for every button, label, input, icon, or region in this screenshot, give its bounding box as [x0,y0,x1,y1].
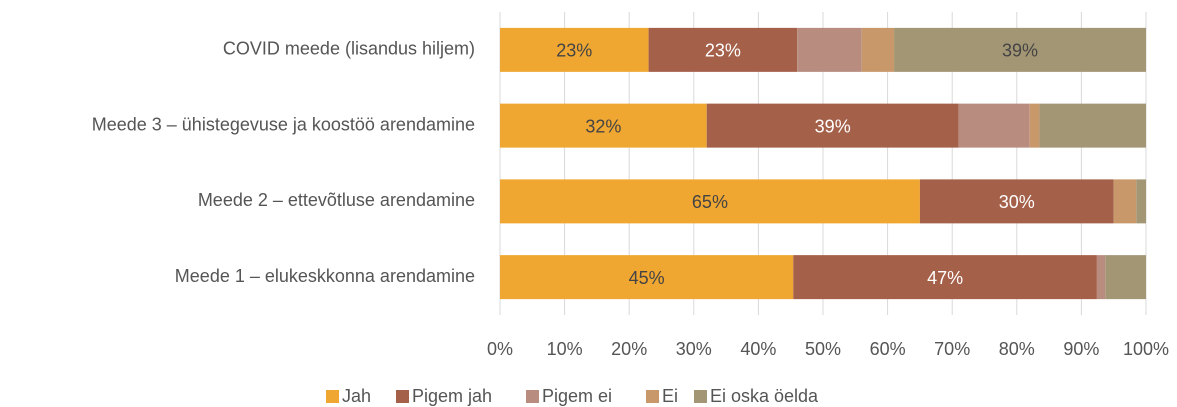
x-tick-label: 50% [805,339,841,359]
x-tick-label: 40% [740,339,776,359]
legend-label: Jah [342,386,371,406]
x-tick-label: 0% [487,339,513,359]
legend-label: Pigem jah [412,386,492,406]
bar-segment [1105,255,1146,300]
bar-segment [648,27,798,72]
legend-swatch [646,390,659,403]
data-label: 23% [556,41,592,61]
bar-segment [1096,255,1106,300]
bar-segment [500,103,707,148]
x-tick-label: 20% [611,339,647,359]
bar-segment [500,255,794,300]
category-label: Meede 1 – elukeskkonna arendamine [175,266,475,286]
bar-segment [1029,103,1040,148]
data-label: 39% [815,116,851,136]
data-label: 39% [1002,41,1038,61]
bar-segment [1136,179,1146,224]
bar-segment [1039,103,1146,148]
bar-segment [793,255,1097,300]
x-tick-label: 70% [934,339,970,359]
bar-segment [500,27,649,72]
x-tick-label: 60% [870,339,906,359]
bar-segment [1113,179,1137,224]
legend-swatch [526,390,539,403]
bar-segment [797,27,862,72]
bar-segment [706,103,959,148]
data-label: 30% [999,192,1035,212]
legend-swatch [396,390,409,403]
x-tick-label: 100% [1123,339,1169,359]
bar-segment [958,103,1030,148]
x-tick-label: 80% [999,339,1035,359]
data-label: 32% [585,116,621,136]
legend-label: Pigem ei [542,386,612,406]
category-label: Meede 2 – ettevõtluse arendamine [198,190,475,210]
x-tick-label: 30% [676,339,712,359]
x-tick-label: 10% [547,339,583,359]
bar-segment [894,27,1146,72]
category-label: Meede 3 – ühistegevuse ja koostöö arenda… [92,114,475,134]
bar-segment [861,27,895,72]
category-label: COVID meede (lisandus hiljem) [223,39,475,59]
x-tick-label: 90% [1063,339,1099,359]
bar-segment [919,179,1114,224]
legend-swatch [694,390,707,403]
data-label: 47% [927,268,963,288]
bar-segment [500,179,920,224]
data-label: 23% [705,41,741,61]
legend-label: Ei [662,386,678,406]
data-label: 45% [629,268,665,288]
legend-swatch [326,390,339,403]
legend-label: Ei oska öelda [710,386,819,406]
data-label: 65% [692,192,728,212]
